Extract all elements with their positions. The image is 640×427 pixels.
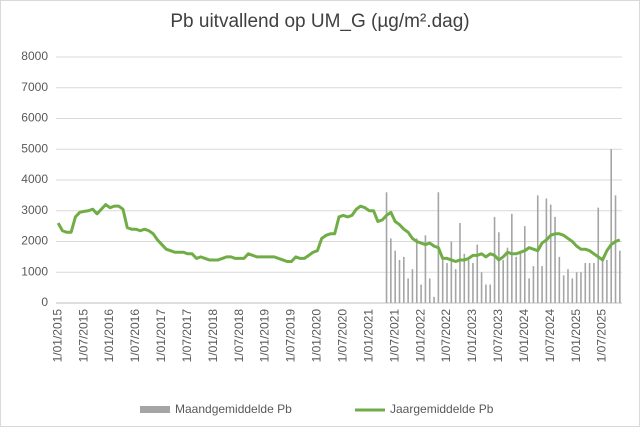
x-tick-label: 1/01/2019 bbox=[258, 309, 272, 363]
bar bbox=[523, 226, 526, 303]
x-tick-label: 1/01/2024 bbox=[517, 309, 531, 363]
bar bbox=[493, 216, 496, 303]
bar bbox=[385, 192, 388, 303]
x-tick-label: 1/07/2017 bbox=[180, 309, 194, 363]
x-tick-label: 1/07/2019 bbox=[284, 309, 298, 363]
bar bbox=[571, 278, 574, 303]
bar bbox=[619, 250, 621, 303]
y-tick-label: 5000 bbox=[21, 141, 48, 155]
bar bbox=[601, 256, 604, 303]
bar bbox=[562, 275, 565, 303]
bar bbox=[450, 241, 453, 303]
x-tick-label: 1/01/2020 bbox=[310, 309, 324, 363]
y-tick-label: 1000 bbox=[21, 264, 48, 278]
bar bbox=[459, 223, 461, 303]
x-tick-label: 1/07/2015 bbox=[76, 309, 90, 363]
bar bbox=[420, 284, 422, 303]
x-tick-label: 1/01/2016 bbox=[102, 309, 116, 363]
bar bbox=[489, 284, 492, 303]
x-tick-label: 1/07/2021 bbox=[387, 309, 401, 363]
bar bbox=[502, 259, 504, 303]
bar bbox=[511, 213, 513, 303]
bar bbox=[567, 269, 569, 303]
bar bbox=[580, 272, 582, 303]
bar bbox=[614, 195, 617, 303]
bar bbox=[549, 204, 552, 303]
bar bbox=[610, 149, 612, 303]
x-tick-label: 1/01/2017 bbox=[154, 309, 168, 363]
y-tick-label: 2000 bbox=[21, 234, 48, 248]
x-tick-label: 1/07/2024 bbox=[543, 309, 557, 363]
bar bbox=[433, 296, 435, 303]
legend-label: Maandgemiddelde Pb bbox=[175, 402, 292, 416]
y-tick-label: 7000 bbox=[21, 80, 48, 94]
bar bbox=[528, 278, 530, 303]
bar bbox=[463, 253, 466, 303]
bar bbox=[558, 256, 561, 303]
y-tick-label: 4000 bbox=[21, 172, 48, 186]
bar bbox=[541, 266, 543, 303]
y-tick-label: 6000 bbox=[21, 111, 48, 125]
bar bbox=[593, 263, 595, 303]
x-tick-label: 1/07/2016 bbox=[128, 309, 142, 363]
bar bbox=[606, 259, 608, 303]
x-tick-label: 1/07/2025 bbox=[595, 309, 609, 363]
bar bbox=[428, 278, 431, 303]
y-tick-label: 3000 bbox=[21, 203, 48, 217]
bar bbox=[446, 263, 448, 303]
bar bbox=[485, 284, 487, 303]
bar bbox=[476, 244, 479, 303]
bar bbox=[454, 269, 457, 303]
bar bbox=[480, 272, 483, 303]
line bbox=[56, 203, 621, 263]
bar bbox=[398, 259, 401, 303]
bar bbox=[588, 263, 591, 303]
x-tick-label: 1/01/2022 bbox=[413, 309, 427, 363]
bar bbox=[403, 256, 405, 303]
bar bbox=[390, 238, 392, 303]
bar bbox=[545, 198, 548, 303]
bar bbox=[584, 263, 587, 303]
bar bbox=[407, 278, 409, 303]
x-tick-label: 1/07/2022 bbox=[439, 309, 453, 363]
bar bbox=[441, 259, 444, 303]
x-tick-label: 1/01/2018 bbox=[206, 309, 220, 363]
bar bbox=[394, 250, 396, 303]
x-tick-label: 1/01/2021 bbox=[361, 309, 375, 363]
bar bbox=[472, 263, 474, 303]
bar bbox=[532, 266, 535, 303]
legend-swatch bbox=[140, 406, 170, 413]
y-tick-label: 0 bbox=[41, 295, 48, 309]
bar bbox=[554, 216, 556, 303]
y-tick-label: 8000 bbox=[21, 49, 48, 63]
x-tick-label: 1/07/2020 bbox=[335, 309, 349, 363]
bar bbox=[424, 235, 427, 303]
bar bbox=[575, 272, 578, 303]
bar bbox=[411, 269, 414, 303]
bar bbox=[498, 232, 500, 303]
bar bbox=[515, 256, 517, 303]
x-tick-label: 1/07/2018 bbox=[232, 309, 246, 363]
x-tick-label: 1/01/2025 bbox=[569, 309, 583, 363]
x-tick-label: 1/01/2023 bbox=[465, 309, 479, 363]
bar bbox=[415, 238, 418, 303]
legend-label: Jaargemiddelde Pb bbox=[390, 402, 494, 416]
x-tick-label: 1/01/2015 bbox=[50, 309, 64, 363]
bar bbox=[467, 259, 470, 303]
bar bbox=[519, 250, 522, 303]
x-tick-label: 1/07/2023 bbox=[491, 309, 505, 363]
bar bbox=[506, 247, 509, 303]
chart-title: Pb uitvallend op UM_G (µg/m².dag) bbox=[170, 11, 469, 32]
